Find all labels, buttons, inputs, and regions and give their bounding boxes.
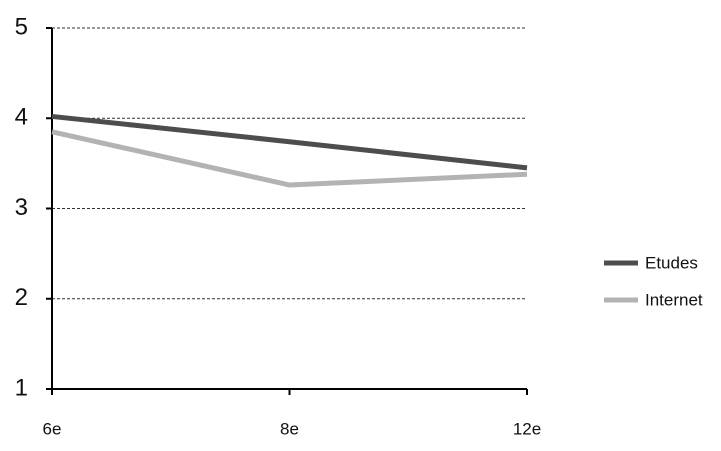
x-tick-label: 8e [280, 419, 299, 438]
series-line [51, 113, 528, 171]
y-tick-label: 4 [15, 104, 28, 131]
y-tick-label: 1 [15, 374, 28, 401]
y-tick-label: 3 [15, 194, 28, 221]
y-tick-label: 2 [15, 284, 28, 311]
x-tick-label: 12e [513, 419, 541, 438]
x-tick-label: 6e [43, 419, 62, 438]
series-line [51, 129, 528, 188]
legend-label: Internet [645, 290, 703, 309]
y-tick-label: 5 [15, 13, 28, 40]
legend-label: Etudes [645, 253, 698, 272]
